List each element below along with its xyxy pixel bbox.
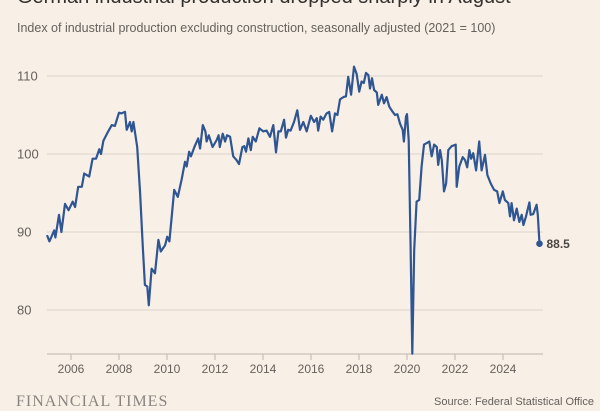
x-tick-label: 2006 <box>58 362 85 376</box>
chart-subtitle: Index of industrial production excluding… <box>17 21 496 35</box>
x-tick-label: 2016 <box>298 362 325 376</box>
x-tick-label: 2018 <box>346 362 373 376</box>
x-tick-label: 2022 <box>442 362 469 376</box>
x-tick-label: 2020 <box>394 362 421 376</box>
y-tick-label: 90 <box>17 225 31 240</box>
ft-logo: FINANCIAL TIMES <box>16 393 169 410</box>
x-tick-label: 2008 <box>106 362 133 376</box>
x-tick-label: 2014 <box>250 362 277 376</box>
y-tick-label: 110 <box>17 69 38 84</box>
source-note: Source: Federal Statistical Office <box>434 396 594 408</box>
y-tick-label: 80 <box>17 303 31 318</box>
x-tick-label: 2024 <box>490 362 517 376</box>
end-point-marker <box>536 240 543 247</box>
y-tick-label: 100 <box>17 147 39 162</box>
x-tick-label: 2012 <box>202 362 229 376</box>
chart-title: German industrial production dropped sha… <box>17 0 511 9</box>
series-line <box>45 65 541 355</box>
x-tick-label: 2010 <box>154 362 181 376</box>
end-value-label: 88.5 <box>546 237 570 251</box>
